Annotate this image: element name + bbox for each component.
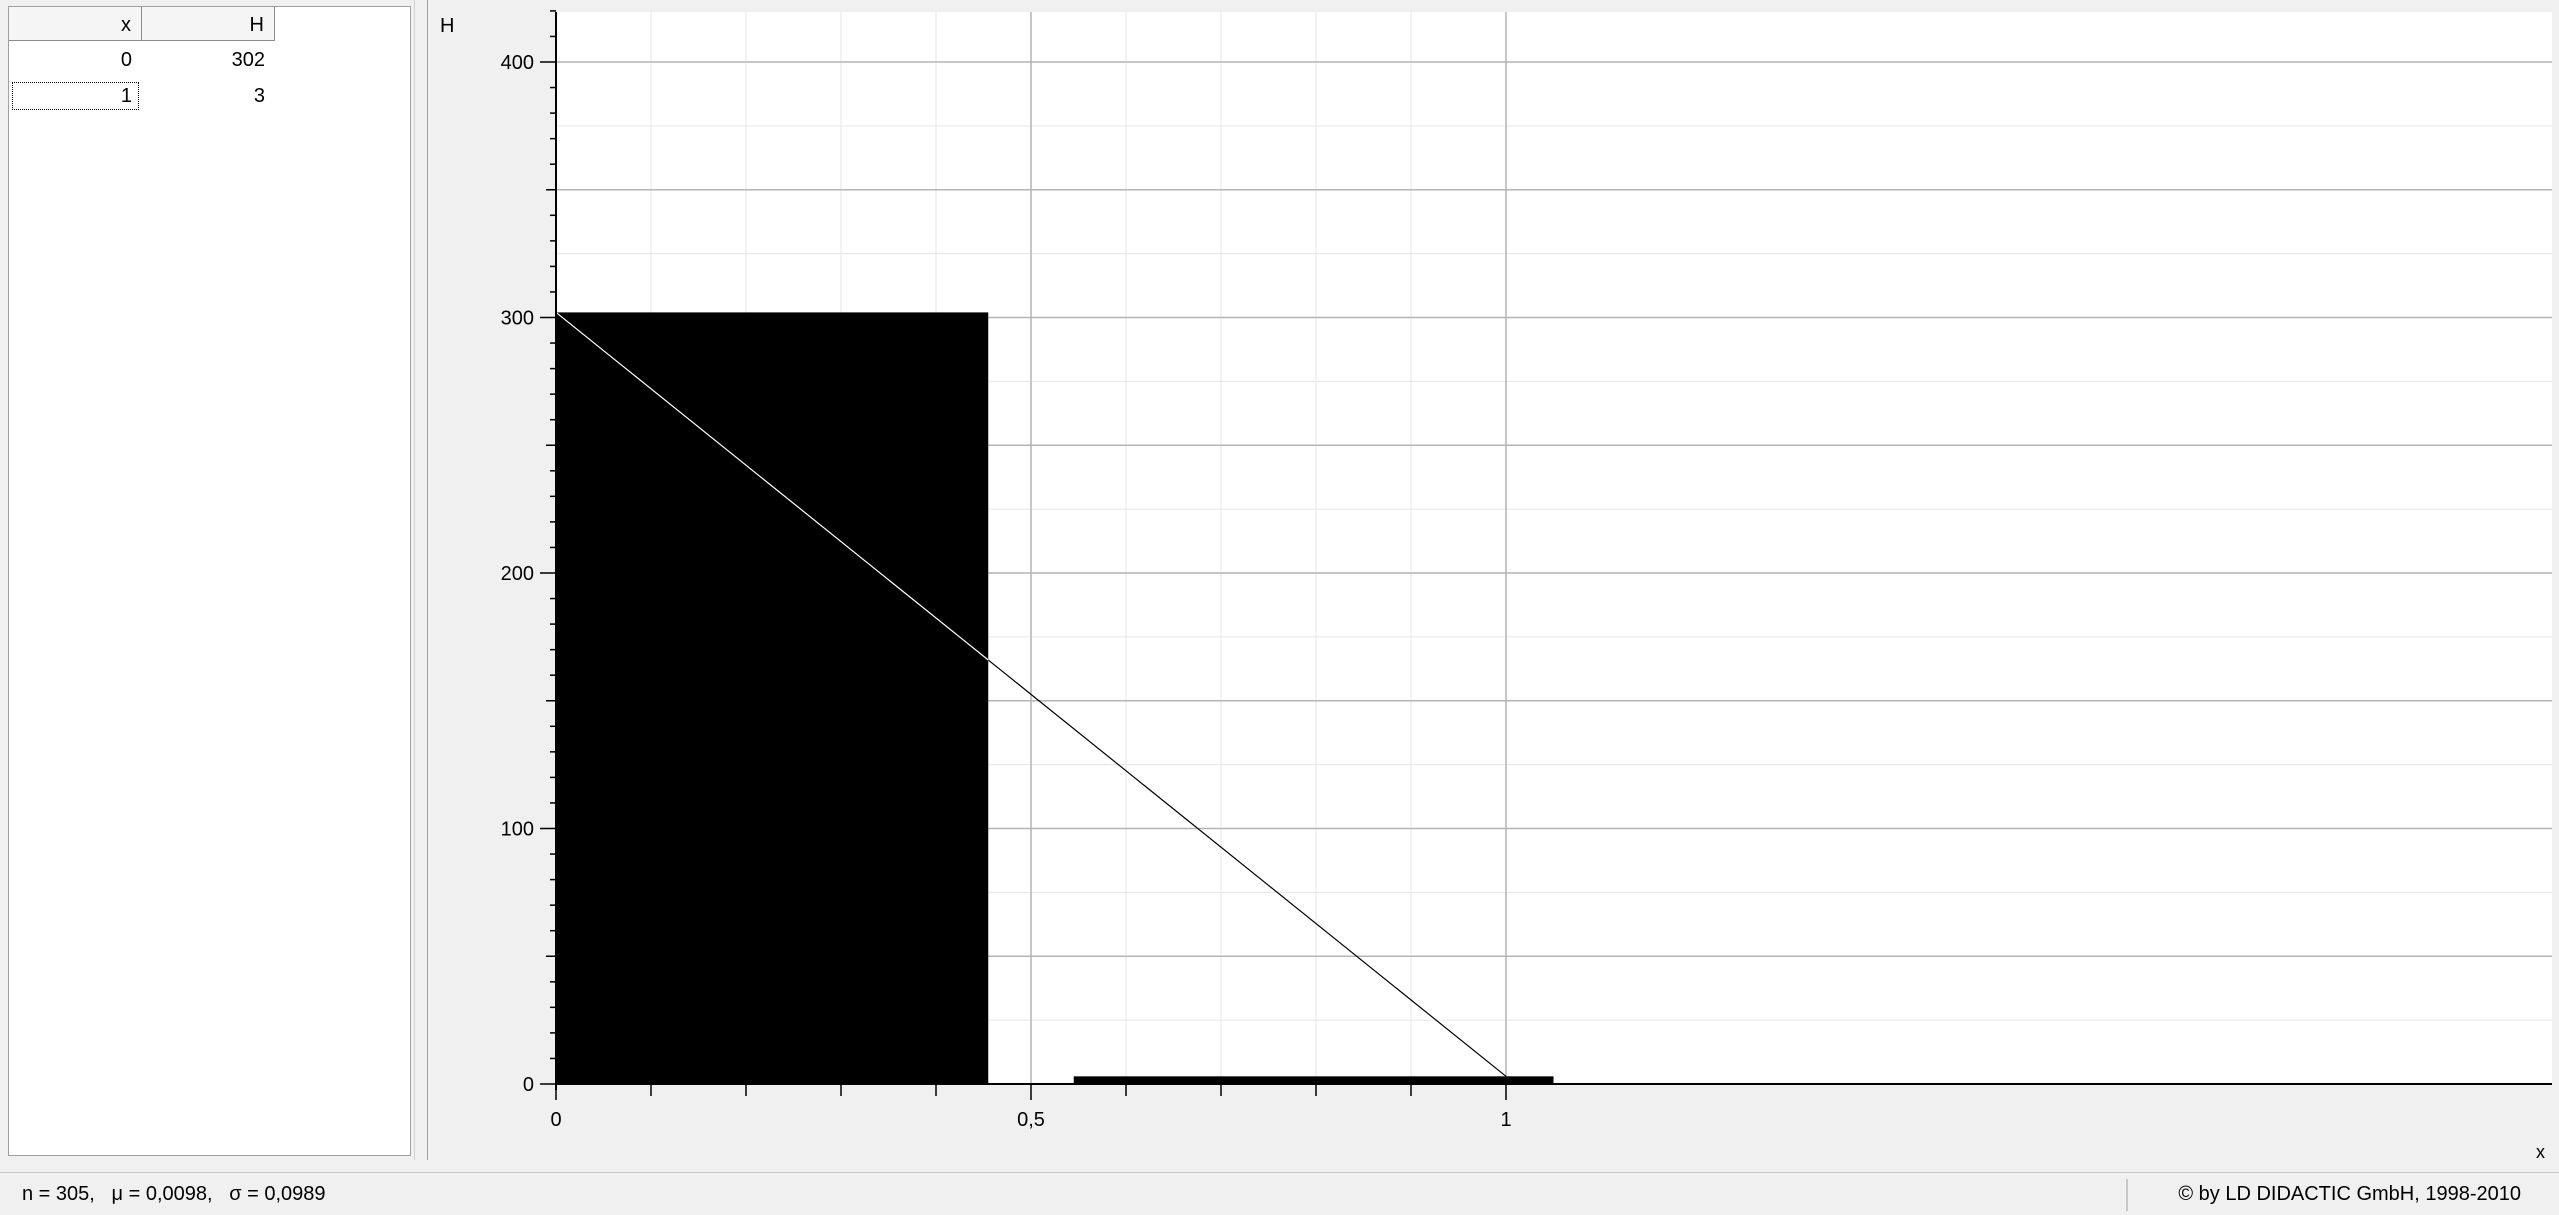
table-header: x H — [9, 7, 275, 41]
y-tick-label: 0 — [523, 1074, 534, 1096]
y-axis-title: H — [440, 15, 454, 37]
column-header-h[interactable]: H — [142, 7, 275, 41]
status-bar: n = 305, μ = 0,0098, σ = 0,0989 © by LD … — [0, 1172, 2559, 1215]
statistics-readout: n = 305, μ = 0,0098, σ = 0,0989 — [22, 1183, 326, 1205]
y-tick-label: 100 — [501, 819, 534, 841]
pane-splitter[interactable] — [414, 0, 428, 1160]
histogram-bar — [1073, 1076, 1554, 1084]
x-tick-label: 1 — [1500, 1109, 1511, 1131]
column-header-x[interactable]: x — [9, 7, 142, 41]
x-tick-label: 0 — [550, 1109, 561, 1131]
status-divider — [2126, 1179, 2128, 1211]
table-row[interactable]: 1 3 — [9, 79, 275, 113]
x-tick-label: 0,5 — [1017, 1109, 1045, 1131]
value-table[interactable]: x H 0 302 1 3 — [8, 6, 411, 1156]
x-axis-title: x — [2536, 1142, 2545, 1162]
table-row[interactable]: 0 302 — [9, 43, 275, 77]
y-tick-label: 200 — [501, 563, 534, 585]
table-cell-h[interactable]: 3 — [253, 85, 265, 107]
histogram-bar — [556, 312, 989, 1084]
histogram-chart[interactable]: 0 100 200 300 400 0 0,5 1 Hx — [428, 6, 2556, 1166]
table-cell-h[interactable]: 302 — [231, 49, 265, 71]
fit-line — [556, 312, 989, 661]
y-tick-label: 300 — [501, 308, 534, 330]
y-tick-label: 400 — [501, 52, 534, 74]
table-cell-x[interactable]: 1 — [9, 79, 142, 113]
table-cell-x[interactable]: 0 — [120, 49, 132, 71]
copyright-label: © by LD DIDACTIC GmbH, 1998-2010 — [2178, 1183, 2521, 1205]
